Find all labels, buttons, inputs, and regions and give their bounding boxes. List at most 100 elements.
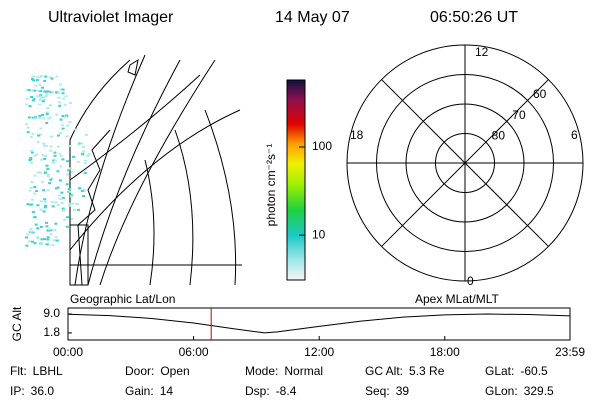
aurora-speck — [45, 90, 49, 93]
aurora-speck — [43, 90, 47, 93]
aurora-speck — [27, 89, 31, 92]
date: 14 May 07 — [275, 9, 350, 26]
aurora-speck — [70, 170, 74, 173]
alt-frame — [67, 307, 571, 341]
aurora-speck — [46, 167, 50, 170]
aurora-speck — [43, 144, 47, 147]
field-label: Mode: — [245, 364, 278, 378]
aurora-speck — [42, 210, 46, 213]
aurora-speck — [38, 171, 42, 174]
aurora-speck — [59, 165, 63, 168]
aurora-speck — [38, 114, 42, 117]
aurora-speck — [80, 142, 84, 145]
aurora-speck — [49, 233, 53, 236]
aurora-speck — [68, 202, 72, 205]
aurora-speck — [36, 95, 40, 98]
aurora-speck — [39, 158, 43, 161]
aurora-speck — [68, 204, 72, 207]
aurora-speck — [56, 203, 60, 206]
aurora-speck — [60, 124, 64, 127]
aurora-speck — [61, 97, 65, 100]
aurora-speck — [36, 141, 40, 144]
aurora-speck — [26, 233, 30, 236]
field-label: GLat: — [485, 364, 514, 378]
aurora-speck — [46, 189, 50, 192]
aurora-speck — [41, 113, 45, 116]
aurora-speck — [38, 98, 42, 101]
lat-ring — [435, 133, 495, 193]
aurora-speck — [59, 155, 63, 158]
field-value: 36.0 — [31, 384, 55, 398]
aurora-speck — [36, 171, 40, 174]
aurora-speck — [65, 225, 69, 228]
aurora-speck — [30, 96, 34, 99]
aurora-speck — [49, 116, 53, 119]
aurora-speck — [28, 203, 32, 206]
aurora-speck — [57, 91, 61, 94]
aurora-speck — [41, 189, 45, 192]
aurora-speck — [44, 204, 48, 207]
aurora-speck — [30, 240, 34, 243]
aurora-speck — [59, 88, 63, 91]
aurora-speck — [59, 83, 63, 86]
aurora-speck — [31, 89, 35, 92]
aurora-speck — [43, 79, 47, 82]
aurora-speck — [54, 222, 58, 225]
aurora-speck — [65, 216, 69, 219]
x-tick-label: 12:00 — [304, 345, 334, 359]
aurora-speck — [64, 115, 68, 118]
aurora-speck — [83, 162, 87, 165]
aurora-speck — [35, 190, 39, 193]
aurora-speck — [36, 227, 40, 230]
time: 06:50:26 UT — [430, 9, 518, 26]
colorbar — [286, 79, 306, 281]
aurora-speck — [45, 112, 49, 115]
aurora-speck — [50, 201, 54, 204]
aurora-speck — [49, 178, 53, 181]
aurora-speck — [68, 167, 72, 170]
title: Ultraviolet Imager — [48, 9, 174, 26]
aurora-speck — [28, 189, 32, 192]
aurora-speck — [67, 169, 71, 172]
aurora-speck — [57, 96, 61, 99]
aurora-speck — [46, 107, 50, 110]
aurora-speck — [49, 145, 53, 148]
aurora-speck — [39, 94, 43, 97]
colorbar-tick-label: 10 — [312, 227, 326, 241]
aurora-speck — [55, 113, 59, 116]
aurora-speck — [52, 159, 56, 162]
x-tick-label: 18:00 — [430, 345, 460, 359]
field-label: GLon: — [485, 384, 518, 398]
aurora-speck — [38, 103, 42, 106]
aurora-speck — [58, 179, 62, 182]
aurora-speck — [51, 91, 55, 94]
aurora-speck — [29, 228, 33, 231]
aurora-speck — [30, 78, 34, 81]
aurora-speck — [68, 145, 72, 148]
aurora-speck — [30, 151, 34, 154]
aurora-speck — [72, 208, 76, 211]
aurora-speck — [37, 90, 41, 93]
aurora-speck — [29, 149, 33, 152]
aurora-speck — [38, 76, 42, 79]
aurora-speck — [49, 149, 53, 152]
aurora-speck — [33, 242, 37, 245]
aurora-speck — [44, 145, 48, 148]
aurora-speck — [25, 123, 29, 126]
aurora-speck — [57, 134, 61, 137]
field-value: Open — [160, 364, 189, 378]
aurora-speck — [81, 153, 85, 156]
aurora-speck — [64, 114, 68, 117]
aurora-speck — [56, 170, 60, 173]
aurora-speck — [82, 194, 86, 197]
aurora-speck — [37, 134, 41, 137]
aurora-speck — [53, 154, 57, 157]
lat-label: 70 — [512, 108, 526, 122]
aurora-speck — [49, 229, 53, 232]
aurora-speck — [45, 111, 49, 114]
aurora-speck — [71, 202, 75, 205]
aurora-speck — [43, 198, 47, 201]
aurora-speck — [83, 171, 87, 174]
lat-ring — [376, 74, 554, 252]
aurora-speck — [62, 209, 66, 212]
